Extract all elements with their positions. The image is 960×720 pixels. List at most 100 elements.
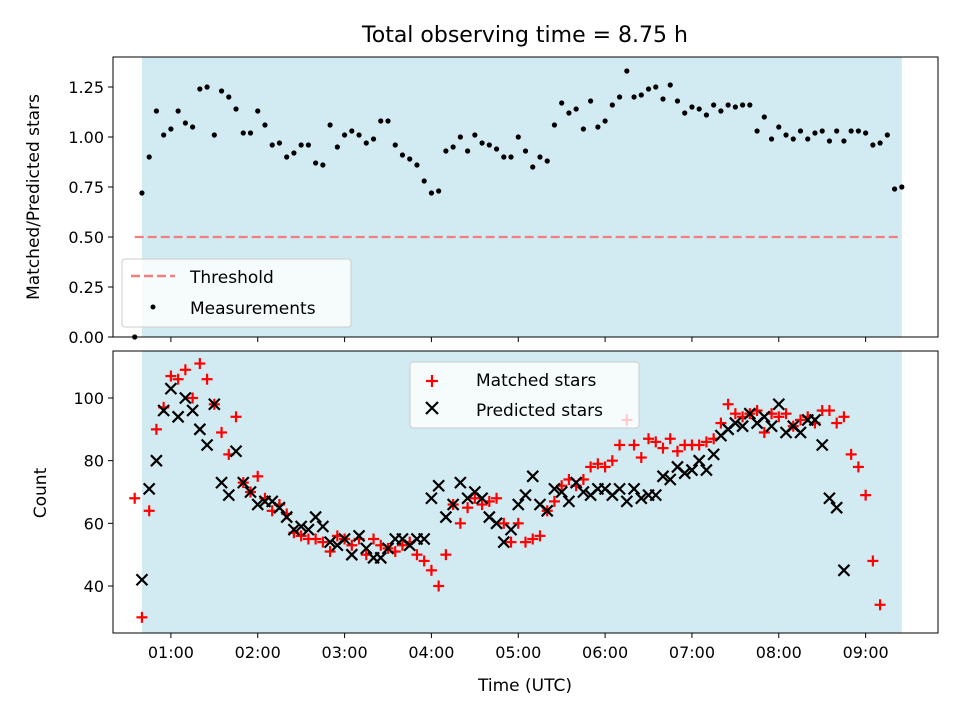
measurement-point — [559, 100, 565, 106]
legend-measurements-swatch — [150, 304, 156, 310]
matched-star-point — [845, 448, 857, 460]
measurement-point — [580, 126, 586, 132]
matched-star-point — [498, 517, 510, 529]
predicted-star-point — [772, 397, 786, 411]
measurement-point — [298, 142, 304, 148]
measurement-point — [797, 128, 804, 134]
matched-star-point — [773, 411, 785, 423]
matched-star-point — [201, 373, 213, 385]
top-y-tick-label: 0.25 — [68, 278, 104, 297]
predicted-star-point — [352, 529, 366, 543]
predicted-star-point — [794, 426, 807, 439]
predicted-star-point — [613, 482, 626, 496]
predicted-star-point — [360, 542, 373, 555]
measurement-point — [508, 154, 514, 160]
matched-star-point — [715, 417, 727, 429]
predicted-star-point — [287, 523, 301, 536]
predicted-star-point — [345, 548, 359, 561]
legend-predicted-label: Predicted stars — [476, 401, 603, 421]
bottom-panel: 40 60 80 100 01:00 02:00 03:00 04:00 05:00 06:00… — [31, 350, 939, 696]
measurement-point — [703, 112, 710, 118]
measurement-point — [834, 128, 840, 134]
measurement-point — [725, 102, 731, 108]
measurement-point — [204, 84, 210, 90]
matched-star-point — [324, 546, 336, 558]
bottom-x-tick-label: 01:00 — [148, 643, 194, 662]
matched-star-point — [143, 505, 155, 517]
measurement-point — [197, 86, 203, 92]
measurement-point — [819, 128, 825, 134]
predicted-star-point — [504, 523, 518, 536]
measurement-point — [899, 184, 905, 190]
measurement-point — [363, 140, 369, 146]
measurement-point — [826, 138, 833, 144]
legend-predicted-swatch — [425, 401, 439, 415]
matched-star-point — [823, 405, 835, 417]
measurement-point — [341, 132, 348, 138]
measurement-point — [711, 102, 717, 108]
predicted-star-point — [157, 404, 170, 417]
predicted-star-point — [497, 535, 511, 549]
predicted-star-point — [251, 498, 265, 511]
measurement-point — [602, 118, 608, 124]
bottom-x-tick-label: 05:00 — [495, 643, 541, 662]
bottom-x-tick-label: 06:00 — [582, 643, 628, 662]
measurement-point — [327, 122, 333, 128]
predicted-star-point — [700, 463, 713, 477]
matched-star-point — [585, 461, 597, 473]
measurement-point — [631, 94, 637, 100]
top-chart-title: Total observing time = 8.75 h — [361, 23, 688, 48]
measurement-point — [255, 108, 261, 114]
predicted-star-point — [815, 438, 829, 452]
predicted-star-point — [432, 479, 445, 493]
predicted-star-point — [302, 523, 315, 536]
predicted-star-point — [743, 407, 757, 420]
measurement-point — [313, 160, 319, 166]
measurement-point — [544, 158, 550, 164]
predicted-star-point — [215, 476, 228, 489]
predicted-star-point — [200, 438, 214, 452]
measurement-point — [848, 128, 854, 134]
matched-star-point — [425, 564, 437, 576]
bottom-y-tick-label: 100 — [73, 389, 104, 408]
matched-star-point — [411, 549, 423, 561]
predicted-star-point — [475, 491, 489, 505]
top-y-tick-label: 0.50 — [68, 228, 104, 247]
measurement-point — [414, 162, 420, 168]
matched-star-point — [867, 555, 879, 567]
top-y-tick-label: 1.00 — [68, 128, 104, 147]
measurement-point — [226, 94, 232, 100]
predicted-star-point — [323, 535, 337, 549]
bottom-legend: Matched stars Predicted stars — [409, 361, 640, 429]
measurement-point — [182, 120, 188, 126]
top-y-axis-label: Matched/Predicted stars — [24, 94, 44, 300]
matched-star-point — [700, 436, 712, 448]
matched-star-point — [650, 436, 662, 448]
predicted-star-point — [635, 491, 648, 505]
top-y-tick-label: 0.00 — [68, 328, 104, 347]
measurement-point — [768, 136, 775, 142]
matched-star-point — [187, 392, 199, 404]
measurement-point — [877, 140, 883, 146]
measurement-point — [645, 86, 652, 92]
matched-star-point — [476, 499, 488, 511]
predicted-star-point — [656, 470, 670, 483]
top-legend-box — [121, 258, 352, 328]
bottom-x-tick-label: 07:00 — [669, 643, 715, 662]
predicted-star-point — [823, 491, 836, 505]
matched-star-point — [462, 502, 474, 514]
predicted-star-point — [548, 482, 561, 496]
matched-star-point — [527, 533, 539, 545]
matched-star-point — [628, 439, 640, 451]
predicted-star-point — [729, 416, 742, 430]
measurement-point — [457, 134, 463, 140]
measurement-point — [667, 82, 673, 88]
measurement-point — [211, 132, 217, 138]
matched-star-point — [418, 555, 430, 567]
matched-star-point — [758, 426, 770, 438]
legend-threshold-label: Threshold — [189, 268, 274, 288]
matched-star-point — [165, 370, 177, 382]
matched-star-point — [512, 517, 524, 529]
measurement-point — [718, 108, 724, 114]
matched-star-point — [310, 533, 322, 545]
